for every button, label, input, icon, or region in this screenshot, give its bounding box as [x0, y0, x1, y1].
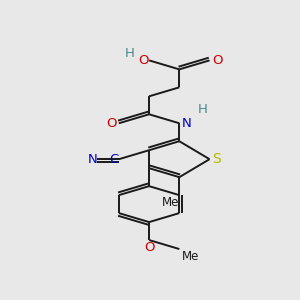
Text: H: H — [124, 47, 134, 60]
Text: Me: Me — [162, 196, 179, 209]
Text: C: C — [110, 153, 119, 166]
Text: O: O — [212, 54, 222, 67]
Text: N: N — [87, 153, 97, 166]
Text: O: O — [139, 54, 149, 67]
Text: Me: Me — [182, 250, 199, 263]
Text: O: O — [106, 117, 116, 130]
Text: H: H — [197, 103, 207, 116]
Text: O: O — [144, 241, 154, 254]
Text: N: N — [182, 117, 191, 130]
Text: S: S — [212, 152, 220, 166]
